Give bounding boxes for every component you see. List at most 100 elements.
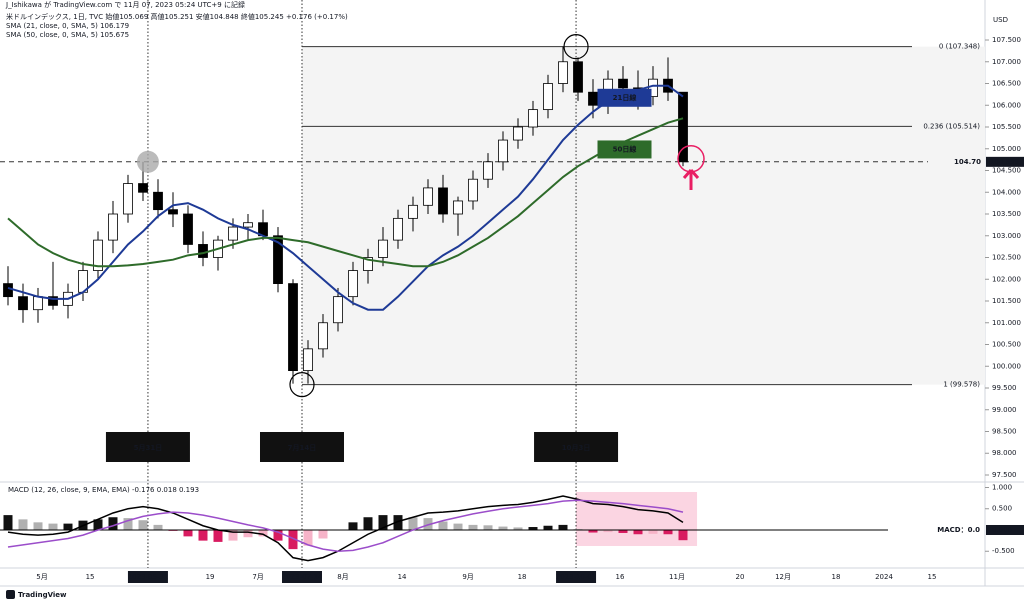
macd-annotation: MACD：0.0 bbox=[937, 526, 980, 534]
x-tick-highlight bbox=[127, 571, 168, 583]
candle-body bbox=[183, 213, 193, 245]
last-price-label: 104.699 bbox=[990, 158, 1019, 166]
histogram-bar bbox=[48, 523, 58, 530]
y-tick-label: 106.500 bbox=[992, 80, 1021, 88]
candle-body bbox=[153, 191, 163, 211]
candle-body bbox=[408, 204, 418, 219]
last-price-box bbox=[986, 156, 1024, 167]
histogram-bar bbox=[63, 523, 73, 530]
candle-body bbox=[543, 83, 553, 111]
x-tick-label: 19 bbox=[206, 573, 215, 581]
x-tick-label: 12月 bbox=[775, 573, 791, 581]
sma50-legend: SMA (50, close, 0, SMA, 5) 105.675 bbox=[6, 31, 129, 39]
histogram-bar bbox=[123, 518, 133, 530]
histogram-bar bbox=[108, 517, 118, 530]
histogram-bar bbox=[363, 517, 373, 530]
logo-icon bbox=[6, 590, 15, 599]
arrow bbox=[682, 169, 700, 190]
x-tick-label: 8月 bbox=[337, 573, 348, 581]
candle-body bbox=[318, 322, 328, 350]
zero-label-box bbox=[986, 524, 1024, 535]
x-tick-label: 2023-07-14 bbox=[282, 573, 323, 581]
histogram-bar bbox=[303, 529, 313, 546]
histogram-bar bbox=[423, 518, 433, 530]
histogram-bar bbox=[18, 519, 28, 530]
y-tick-label: 105.500 bbox=[992, 123, 1021, 131]
highlight-circle bbox=[136, 150, 159, 173]
x-tick-label: 7月 bbox=[252, 573, 263, 581]
x-tick-label: 15 bbox=[86, 573, 95, 581]
histogram-bar bbox=[153, 524, 163, 530]
histogram-bar bbox=[183, 529, 193, 537]
histogram-bar bbox=[378, 515, 388, 530]
macd-line bbox=[7, 495, 684, 562]
candle-body bbox=[423, 187, 433, 206]
candle-body bbox=[33, 296, 43, 311]
y-tick-label: 102.000 bbox=[992, 275, 1021, 283]
candle-body bbox=[558, 61, 568, 84]
histogram-bar bbox=[483, 525, 493, 530]
x-tick-highlight bbox=[281, 571, 322, 583]
candle-body bbox=[348, 270, 358, 298]
candle-body bbox=[588, 91, 598, 106]
histogram-bar bbox=[408, 517, 418, 530]
sma-line bbox=[7, 84, 684, 311]
zero-label: 0.000 bbox=[992, 526, 1012, 534]
currency: USD bbox=[993, 16, 1008, 24]
candle-body bbox=[528, 109, 538, 128]
histogram-bar bbox=[648, 529, 658, 534]
histogram-bar bbox=[558, 524, 568, 530]
histogram-bar bbox=[453, 523, 463, 530]
x-tick-label: 2023-10-03 bbox=[556, 573, 597, 581]
histogram-bar bbox=[618, 529, 628, 533]
candle-body bbox=[468, 178, 478, 202]
histogram-bar bbox=[273, 529, 283, 541]
candle-body bbox=[483, 161, 493, 180]
x-tick-label: 11月 bbox=[669, 573, 685, 581]
y-tick-label: -0.500 bbox=[992, 547, 1015, 555]
x-tick-label: 16 bbox=[616, 573, 625, 581]
candle-body bbox=[618, 78, 628, 89]
x-tick-highlight bbox=[556, 571, 597, 583]
y-tick-label: 104.500 bbox=[992, 167, 1021, 175]
candle-body bbox=[18, 296, 28, 311]
y-tick-label: 107.500 bbox=[992, 36, 1021, 44]
candle-body bbox=[288, 283, 298, 372]
candle-body bbox=[93, 239, 103, 271]
annotation: 5月31日 bbox=[134, 444, 163, 452]
fib-label: 1 (99.578) bbox=[943, 381, 980, 389]
candle-body bbox=[498, 139, 508, 163]
candle-body bbox=[333, 296, 343, 324]
sma-line bbox=[7, 117, 684, 268]
series-tag: 21日線 bbox=[613, 93, 637, 102]
x-tick-label: 20 bbox=[736, 573, 745, 581]
candle-body bbox=[3, 283, 13, 298]
candle-body bbox=[168, 209, 178, 215]
histogram-bar bbox=[528, 527, 538, 530]
histogram-bar bbox=[288, 529, 298, 550]
histogram-bar bbox=[3, 515, 13, 530]
candle-body bbox=[303, 348, 313, 372]
x-tick-label: 2023-05-31 bbox=[128, 573, 169, 581]
series-tag-box bbox=[597, 88, 652, 107]
fib-label: 0 (107.348) bbox=[939, 43, 980, 51]
candle-body bbox=[573, 61, 583, 93]
histogram-bar bbox=[513, 527, 523, 530]
candle-body bbox=[198, 244, 208, 258]
x-tick-label: 2024 bbox=[875, 573, 893, 581]
histogram-bar bbox=[138, 520, 148, 530]
histogram-bar bbox=[663, 529, 673, 535]
histogram-bar bbox=[468, 524, 478, 530]
histogram-bar bbox=[93, 519, 103, 530]
annotation-box bbox=[534, 432, 619, 462]
y-tick-label: 103.000 bbox=[992, 232, 1021, 240]
fib-label: 0.236 (105.514) bbox=[923, 122, 980, 130]
macd-line bbox=[7, 499, 684, 553]
histogram-bar bbox=[393, 515, 403, 530]
candle-body bbox=[48, 296, 58, 306]
histogram-bar bbox=[243, 529, 253, 538]
candle-body bbox=[438, 187, 448, 215]
x-tick-label: 9月 bbox=[462, 573, 473, 581]
annotation: 7月14日 bbox=[288, 444, 317, 452]
y-tick-label: 101.000 bbox=[992, 319, 1021, 327]
